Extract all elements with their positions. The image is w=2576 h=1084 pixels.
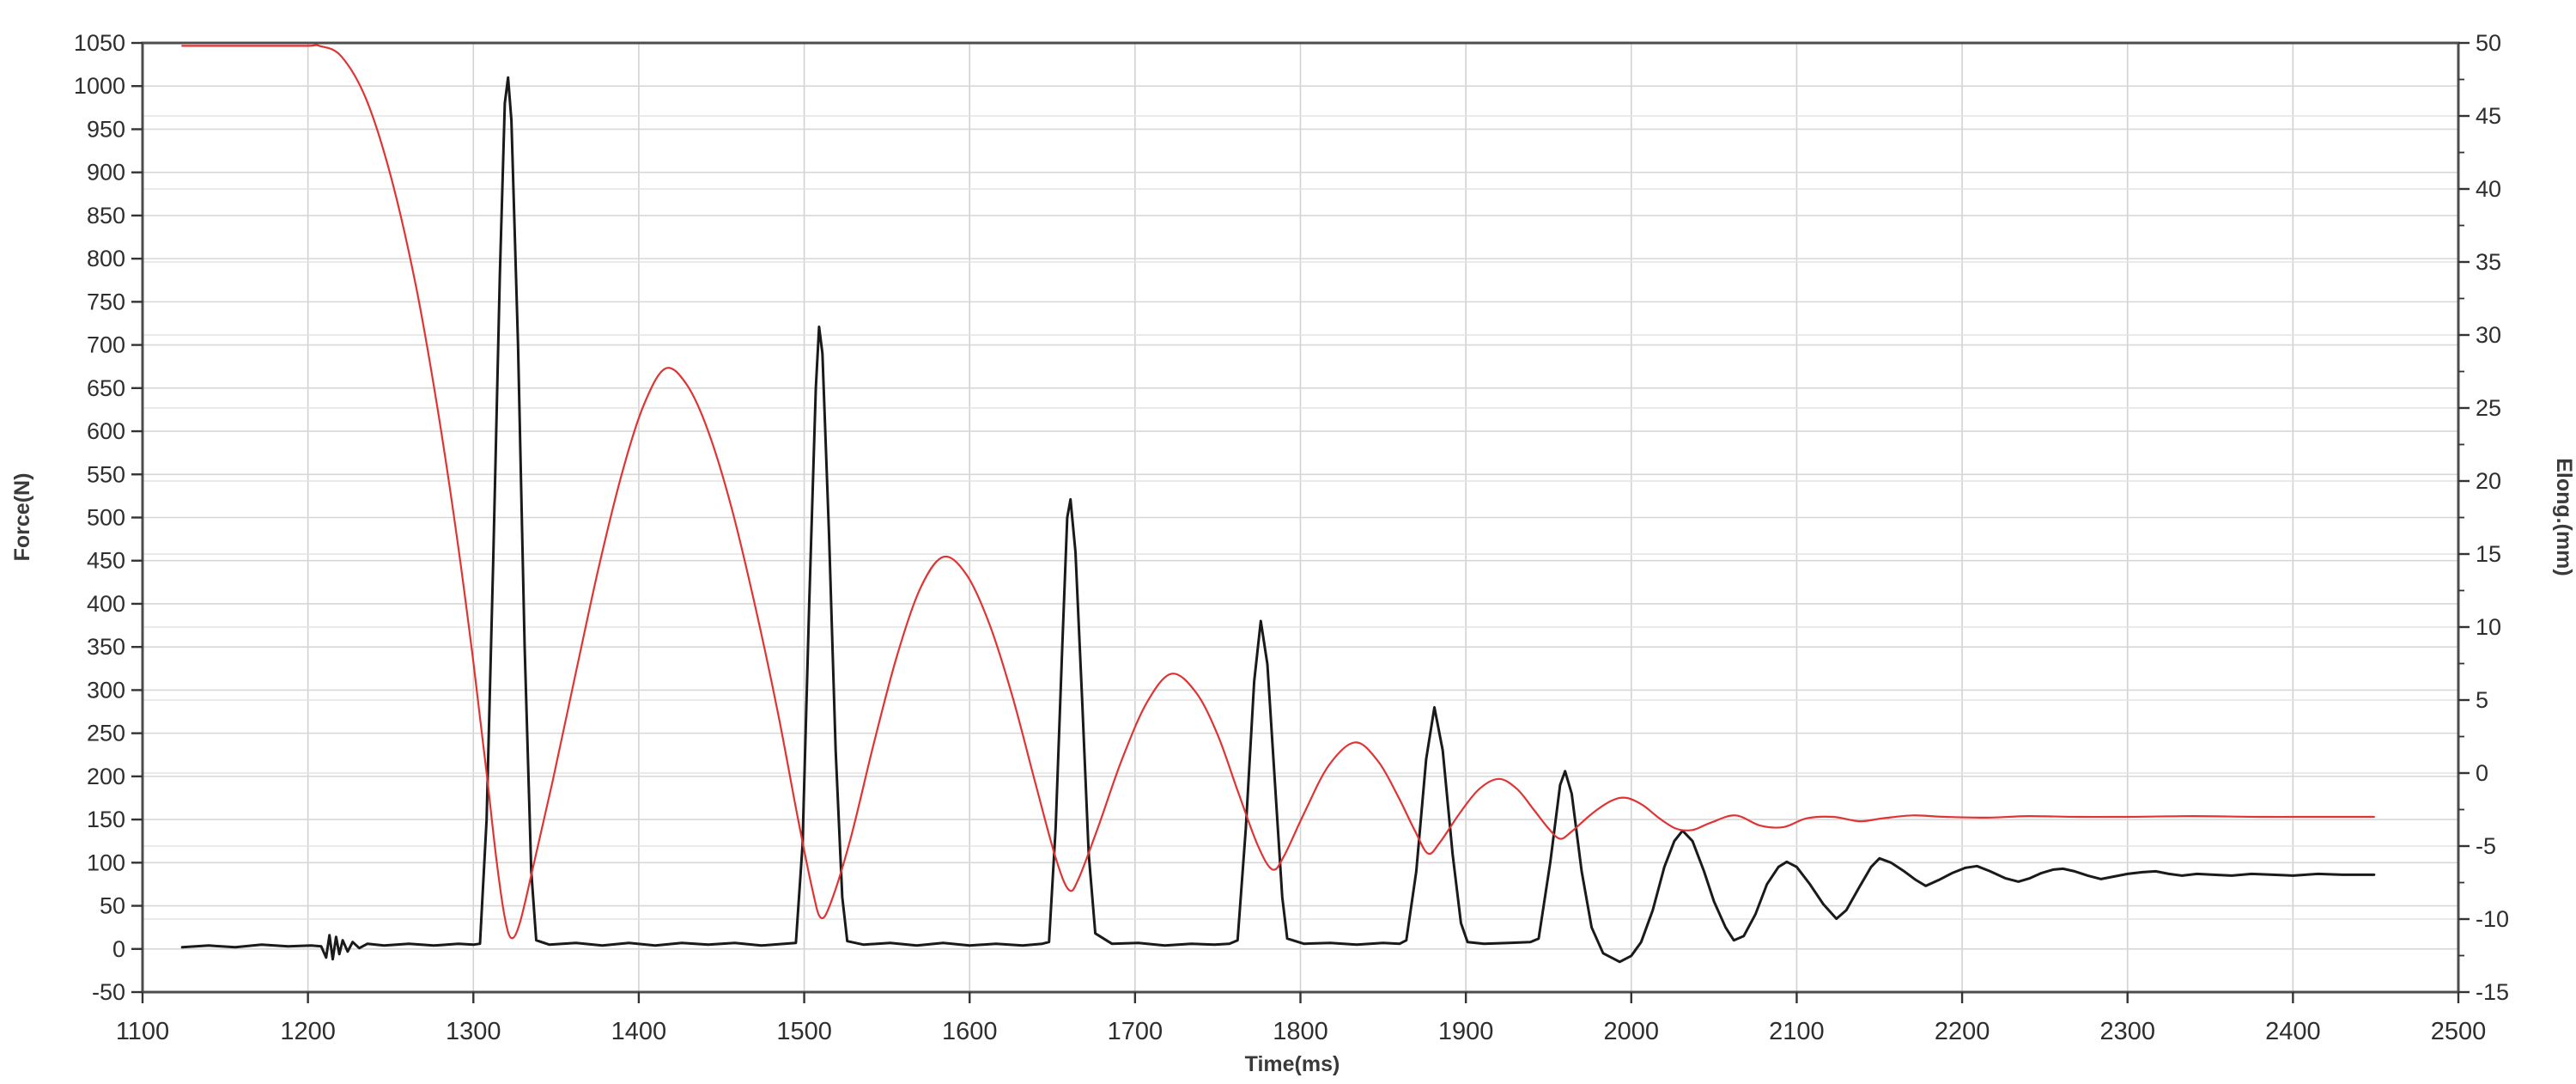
tick-label-left: -50 [92, 979, 125, 1005]
tick-label-right: -15 [2476, 979, 2509, 1005]
series-lines [180, 44, 2376, 964]
tick-label-left: 1000 [74, 73, 125, 99]
elongation-line [181, 44, 2375, 940]
tick-label-x: 1200 [280, 1018, 336, 1045]
tick-label-x: 2200 [1935, 1018, 1990, 1045]
tick-label-right: 35 [2476, 249, 2501, 275]
tick-label-left: 350 [87, 634, 125, 660]
tick-label-left: 400 [87, 591, 125, 617]
tick-label-x: 2300 [2099, 1018, 2155, 1045]
tick-label-left: 850 [87, 203, 125, 228]
tick-label-x: 2000 [1604, 1018, 1660, 1045]
tick-label-left: 800 [87, 246, 125, 271]
left-axis-gridlines [143, 85, 2458, 950]
tick-label-right: 50 [2476, 30, 2501, 56]
tick-label-left: 300 [87, 677, 125, 703]
axis-ticks [131, 41, 2470, 1003]
axis-tick-labels: 1100 1200 1300 1400 1500 1600 1700 1800 1900 2000… [74, 30, 2509, 1045]
tick-label-left: 750 [87, 289, 125, 314]
tick-label-x: 1700 [1108, 1018, 1163, 1045]
tick-label-x: 1400 [611, 1018, 667, 1045]
tick-label-left: 450 [87, 548, 125, 574]
tick-label-right: 20 [2476, 468, 2501, 494]
tick-label-right: 45 [2476, 103, 2501, 129]
tick-label-x: 1500 [776, 1018, 832, 1045]
tick-label-left: 550 [87, 461, 125, 487]
right-axis-gridlines [143, 115, 2458, 920]
tick-label-left: 250 [87, 721, 125, 746]
tick-label-left: 700 [87, 332, 125, 358]
tick-label-x: 2500 [2431, 1018, 2487, 1045]
tick-label-right: 15 [2476, 541, 2501, 567]
tick-label-left: 0 [112, 936, 125, 962]
tick-label-right: 0 [2476, 760, 2488, 786]
tick-label-right: 5 [2476, 687, 2488, 713]
x-axis-title: Time(ms) [1245, 1052, 1340, 1076]
tick-label-left: 200 [87, 764, 125, 789]
tick-label-left: 150 [87, 807, 125, 832]
tick-label-right: -10 [2476, 906, 2509, 932]
tick-label-left: 650 [87, 375, 125, 401]
tick-label-right: 40 [2476, 176, 2501, 202]
tick-label-left: 1050 [74, 30, 125, 56]
right-axis-title: Elong.(mm) [2552, 458, 2576, 576]
tick-label-right: 10 [2476, 614, 2501, 640]
left-axis-title: Force(N) [10, 473, 34, 562]
tick-label-right: 25 [2476, 395, 2501, 421]
tick-label-x: 2100 [1769, 1018, 1825, 1045]
tick-label-left: 950 [87, 116, 125, 142]
tick-label-x: 1300 [446, 1018, 501, 1045]
tick-label-left: 100 [87, 850, 125, 875]
force-line [180, 76, 2376, 964]
tick-label-left: 500 [87, 505, 125, 531]
tick-label-left: 600 [87, 418, 125, 444]
tick-label-x: 1100 [116, 1018, 169, 1045]
tick-label-x: 1600 [942, 1018, 998, 1045]
tick-label-right: 30 [2476, 322, 2501, 348]
tick-label-left: 900 [87, 160, 125, 186]
tick-label-right: -5 [2476, 833, 2496, 859]
tick-label-left: 50 [100, 893, 125, 919]
tick-label-x: 1800 [1273, 1018, 1328, 1045]
tick-label-x: 2400 [2265, 1018, 2321, 1045]
tick-label-x: 1900 [1438, 1018, 1494, 1045]
